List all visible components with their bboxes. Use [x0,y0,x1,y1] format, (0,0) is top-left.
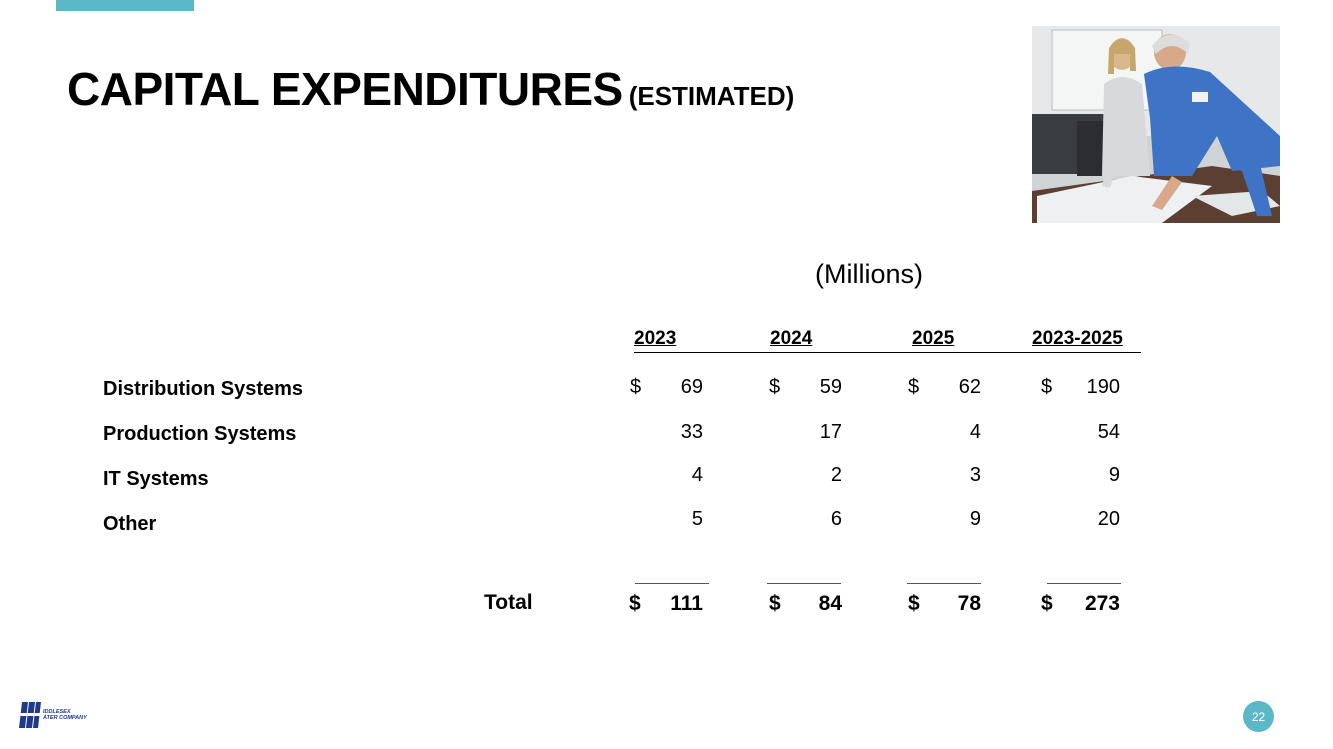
row-label-production-systems: Production Systems [103,423,297,445]
sum-rule [767,583,841,584]
currency-symbol: $ [1041,376,1053,398]
row-label-other: Other [103,513,157,535]
cell-other-2025: 9 [969,508,981,530]
photo-image [1032,26,1280,223]
currency-symbol: $ [1041,592,1053,615]
cell-it-total: 9 [1108,464,1120,486]
column-header-2023-2025: 2023-2025 [1032,328,1123,349]
cell-total-2023-2025: 273 [1084,592,1120,615]
column-header-2025: 2025 [912,328,955,349]
sum-rule [1047,583,1121,584]
company-logo: IDDLESEX ATER COMPANY [18,700,87,730]
top-accent-bar [56,0,194,11]
cell-total-2023: 111 [670,592,703,615]
cell-production-2024: 17 [819,421,842,443]
units-label: (Millions) [815,259,923,289]
cell-other-total: 20 [1097,508,1120,530]
company-logo-text: IDDLESEX ATER COMPANY [43,709,87,721]
cell-it-2024: 2 [830,464,842,486]
sum-rule [907,583,981,584]
page-title: CAPITAL EXPENDITURES (ESTIMATED) [67,62,794,116]
cell-it-2023: 4 [691,464,703,486]
cell-distribution-2024: 59 [819,376,842,398]
cell-production-total: 54 [1097,421,1120,443]
cell-distribution-2025: 62 [958,376,981,398]
company-logo-mark-icon [19,702,41,728]
logo-line-1: IDDLESEX [43,709,71,715]
cell-production-2025: 4 [969,421,981,443]
currency-symbol: $ [630,376,642,398]
currency-symbol: $ [629,592,641,615]
logo-line-2: ATER COMPANY [43,715,87,721]
column-header-2024: 2024 [770,328,813,349]
header-rule [634,352,1141,353]
cell-other-2024: 6 [830,508,842,530]
cell-distribution-total: 190 [1086,376,1120,398]
cell-total-2024: 84 [818,592,842,615]
title-main: CAPITAL EXPENDITURES [67,63,623,115]
row-label-distribution-systems: Distribution Systems [103,378,304,400]
photo-two-people-reviewing-plans-icon [1032,26,1280,223]
cell-it-2025: 3 [969,464,981,486]
sum-rule [635,583,709,584]
title-subtitle: (ESTIMATED) [628,81,795,111]
currency-symbol: $ [769,592,781,615]
cell-production-2023: 33 [680,421,703,443]
total-label: Total [484,591,533,614]
column-header-2023: 2023 [634,328,677,349]
currency-symbol: $ [769,376,781,398]
currency-symbol: $ [908,592,920,615]
cell-distribution-2023: 69 [680,376,703,398]
cell-other-2023: 5 [691,508,703,530]
row-label-it-systems: IT Systems [103,468,209,490]
currency-symbol: $ [908,376,920,398]
cell-total-2025: 78 [957,592,981,615]
page-number-badge: 22 [1243,701,1274,732]
